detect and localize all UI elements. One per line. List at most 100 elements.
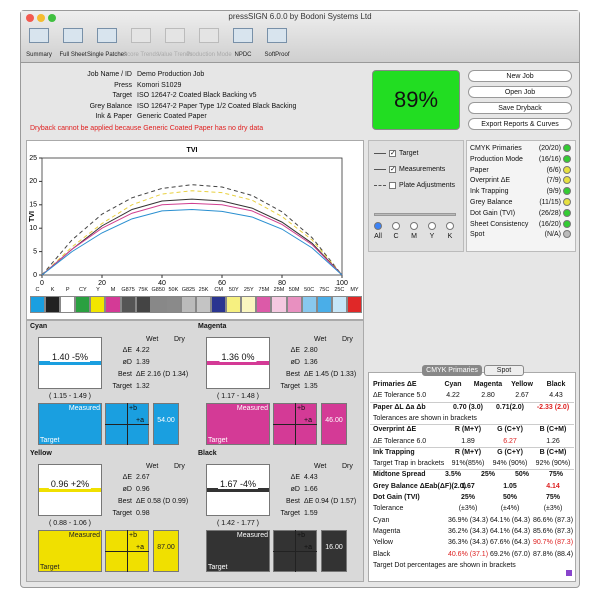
radio-label[interactable]: All [374,233,382,240]
lab-bar [321,530,347,572]
toolbar-label: Score Trends [123,52,159,58]
gauge-value: 1.40 -5% [49,352,91,362]
tab[interactable] [484,365,524,376]
status-light [563,165,571,174]
status-score: (16/20) [538,220,561,228]
ink-row-label: Best [285,371,300,378]
options-panel [368,140,464,252]
patch [75,296,91,313]
patch [196,296,212,313]
radio[interactable] [374,222,382,230]
patch [271,296,287,313]
result-label: Target Trap in brackets [373,460,445,468]
y-tick-label: 20 [29,178,37,185]
result-label: Dot Gain (TVI) [373,494,420,501]
checkbox[interactable]: ✓ [389,150,396,157]
tvi-line [41,208,343,276]
patch [120,296,136,313]
result-label: Midtone Spread [373,471,426,479]
result-cell: 0.70 (3.0) [453,403,483,411]
toolbar-icon[interactable] [97,28,117,43]
zoom-button[interactable] [48,14,56,22]
toolbar-label[interactable]: Single Patches [86,52,128,58]
tab[interactable] [422,365,482,376]
toolbar-icon[interactable] [233,28,253,43]
column-header: Dry [342,463,353,470]
checkbox-label[interactable]: Plate Adjustments [399,182,456,189]
patch-label: 50K [168,287,179,293]
button[interactable] [468,86,572,98]
radio[interactable] [392,222,400,230]
status-score: (9/9) [546,188,561,196]
radio[interactable] [446,222,454,230]
toolbar-icon[interactable] [63,28,83,43]
y-tick-label: 25 [29,155,37,162]
checkbox-label[interactable]: Target [399,150,419,157]
close-button[interactable] [26,14,34,22]
button[interactable] [468,102,572,114]
patch [45,296,61,313]
gauge-band [207,361,269,365]
ink-row-value: 4.43 [304,474,318,481]
button-label[interactable]: New Job [506,73,534,80]
status-score: (20/20) [538,145,561,152]
minimize-button[interactable] [37,14,45,22]
result-cell: 75% [545,494,561,501]
toolbar-label[interactable]: Summary [26,52,52,58]
toolbar-icon[interactable] [267,28,287,43]
checkbox[interactable] [389,182,396,189]
result-cell: 4.14 [546,482,560,490]
checkbox[interactable]: ✓ [389,166,396,173]
status-light [563,154,571,163]
tab-label[interactable]: CMYK Primaries [426,367,478,374]
checkbox-label[interactable]: Measurements [399,166,446,173]
lab-b: +b [297,405,305,412]
patch-label: 75M [258,287,270,293]
lab-a: +a [136,417,144,424]
lab-bar [321,403,347,445]
result-label: Grey Balance ΔEab(ΔF)(2.0) [373,482,466,490]
patch [241,296,257,313]
result-cell: 75% [548,471,564,479]
radio-label[interactable]: K [447,233,453,240]
button[interactable] [468,118,572,130]
patch [301,296,317,313]
radio[interactable] [410,222,418,230]
radio-label[interactable]: M [411,233,417,240]
section-divider [370,401,574,403]
toolbar-icon[interactable] [29,28,49,43]
result-cell: 86.6% (87.3) [532,516,574,524]
result-cell: 3.5% [445,471,461,479]
ink-row-label: øD [122,486,132,493]
ink-row-label: ΔE [122,474,132,481]
result-cell: G (C+Y) [497,426,523,434]
toolbar-label[interactable]: SoftProof [264,52,290,58]
tab-label[interactable]: Spot [496,367,512,374]
button-label[interactable]: Open Job [504,89,536,96]
tvi-chart: TVI TVI 0 5 10 15 20 25 0 20 40 60 80 100 [29,147,348,287]
toolbar-label[interactable]: NPDC [234,52,252,58]
ink-row-value: ΔE 0.94 (D 1.57) [304,498,357,505]
radio[interactable] [428,222,436,230]
radio-label[interactable]: Y [429,233,435,240]
button-label[interactable]: Save Dryback [498,105,542,112]
patch [105,296,121,313]
button-label[interactable]: Export Reports & Curves [481,121,559,128]
patch [60,296,76,313]
result-label: Tolerances are shown in brackets [373,414,477,422]
y-tick-label: 10 [29,225,37,232]
result-cell: 94% (90%) [492,460,528,468]
tvi-line [41,184,343,276]
button[interactable] [468,70,572,82]
status-label: Overprint ΔE [470,177,511,185]
patch-label: 25K [198,287,209,293]
swatch-measured: Measured [68,532,100,539]
lab-value: 54.00 [157,417,175,424]
ink-row-label: Target [280,510,300,517]
column-header: Dry [342,336,353,343]
result-cell: 64.1% (64.3) [489,516,531,524]
toolbar-label[interactable]: Full Sheet [59,52,87,58]
ink-row-value: 2.80 [304,347,318,354]
section-divider [370,469,574,471]
radio-label[interactable]: C [393,233,399,240]
